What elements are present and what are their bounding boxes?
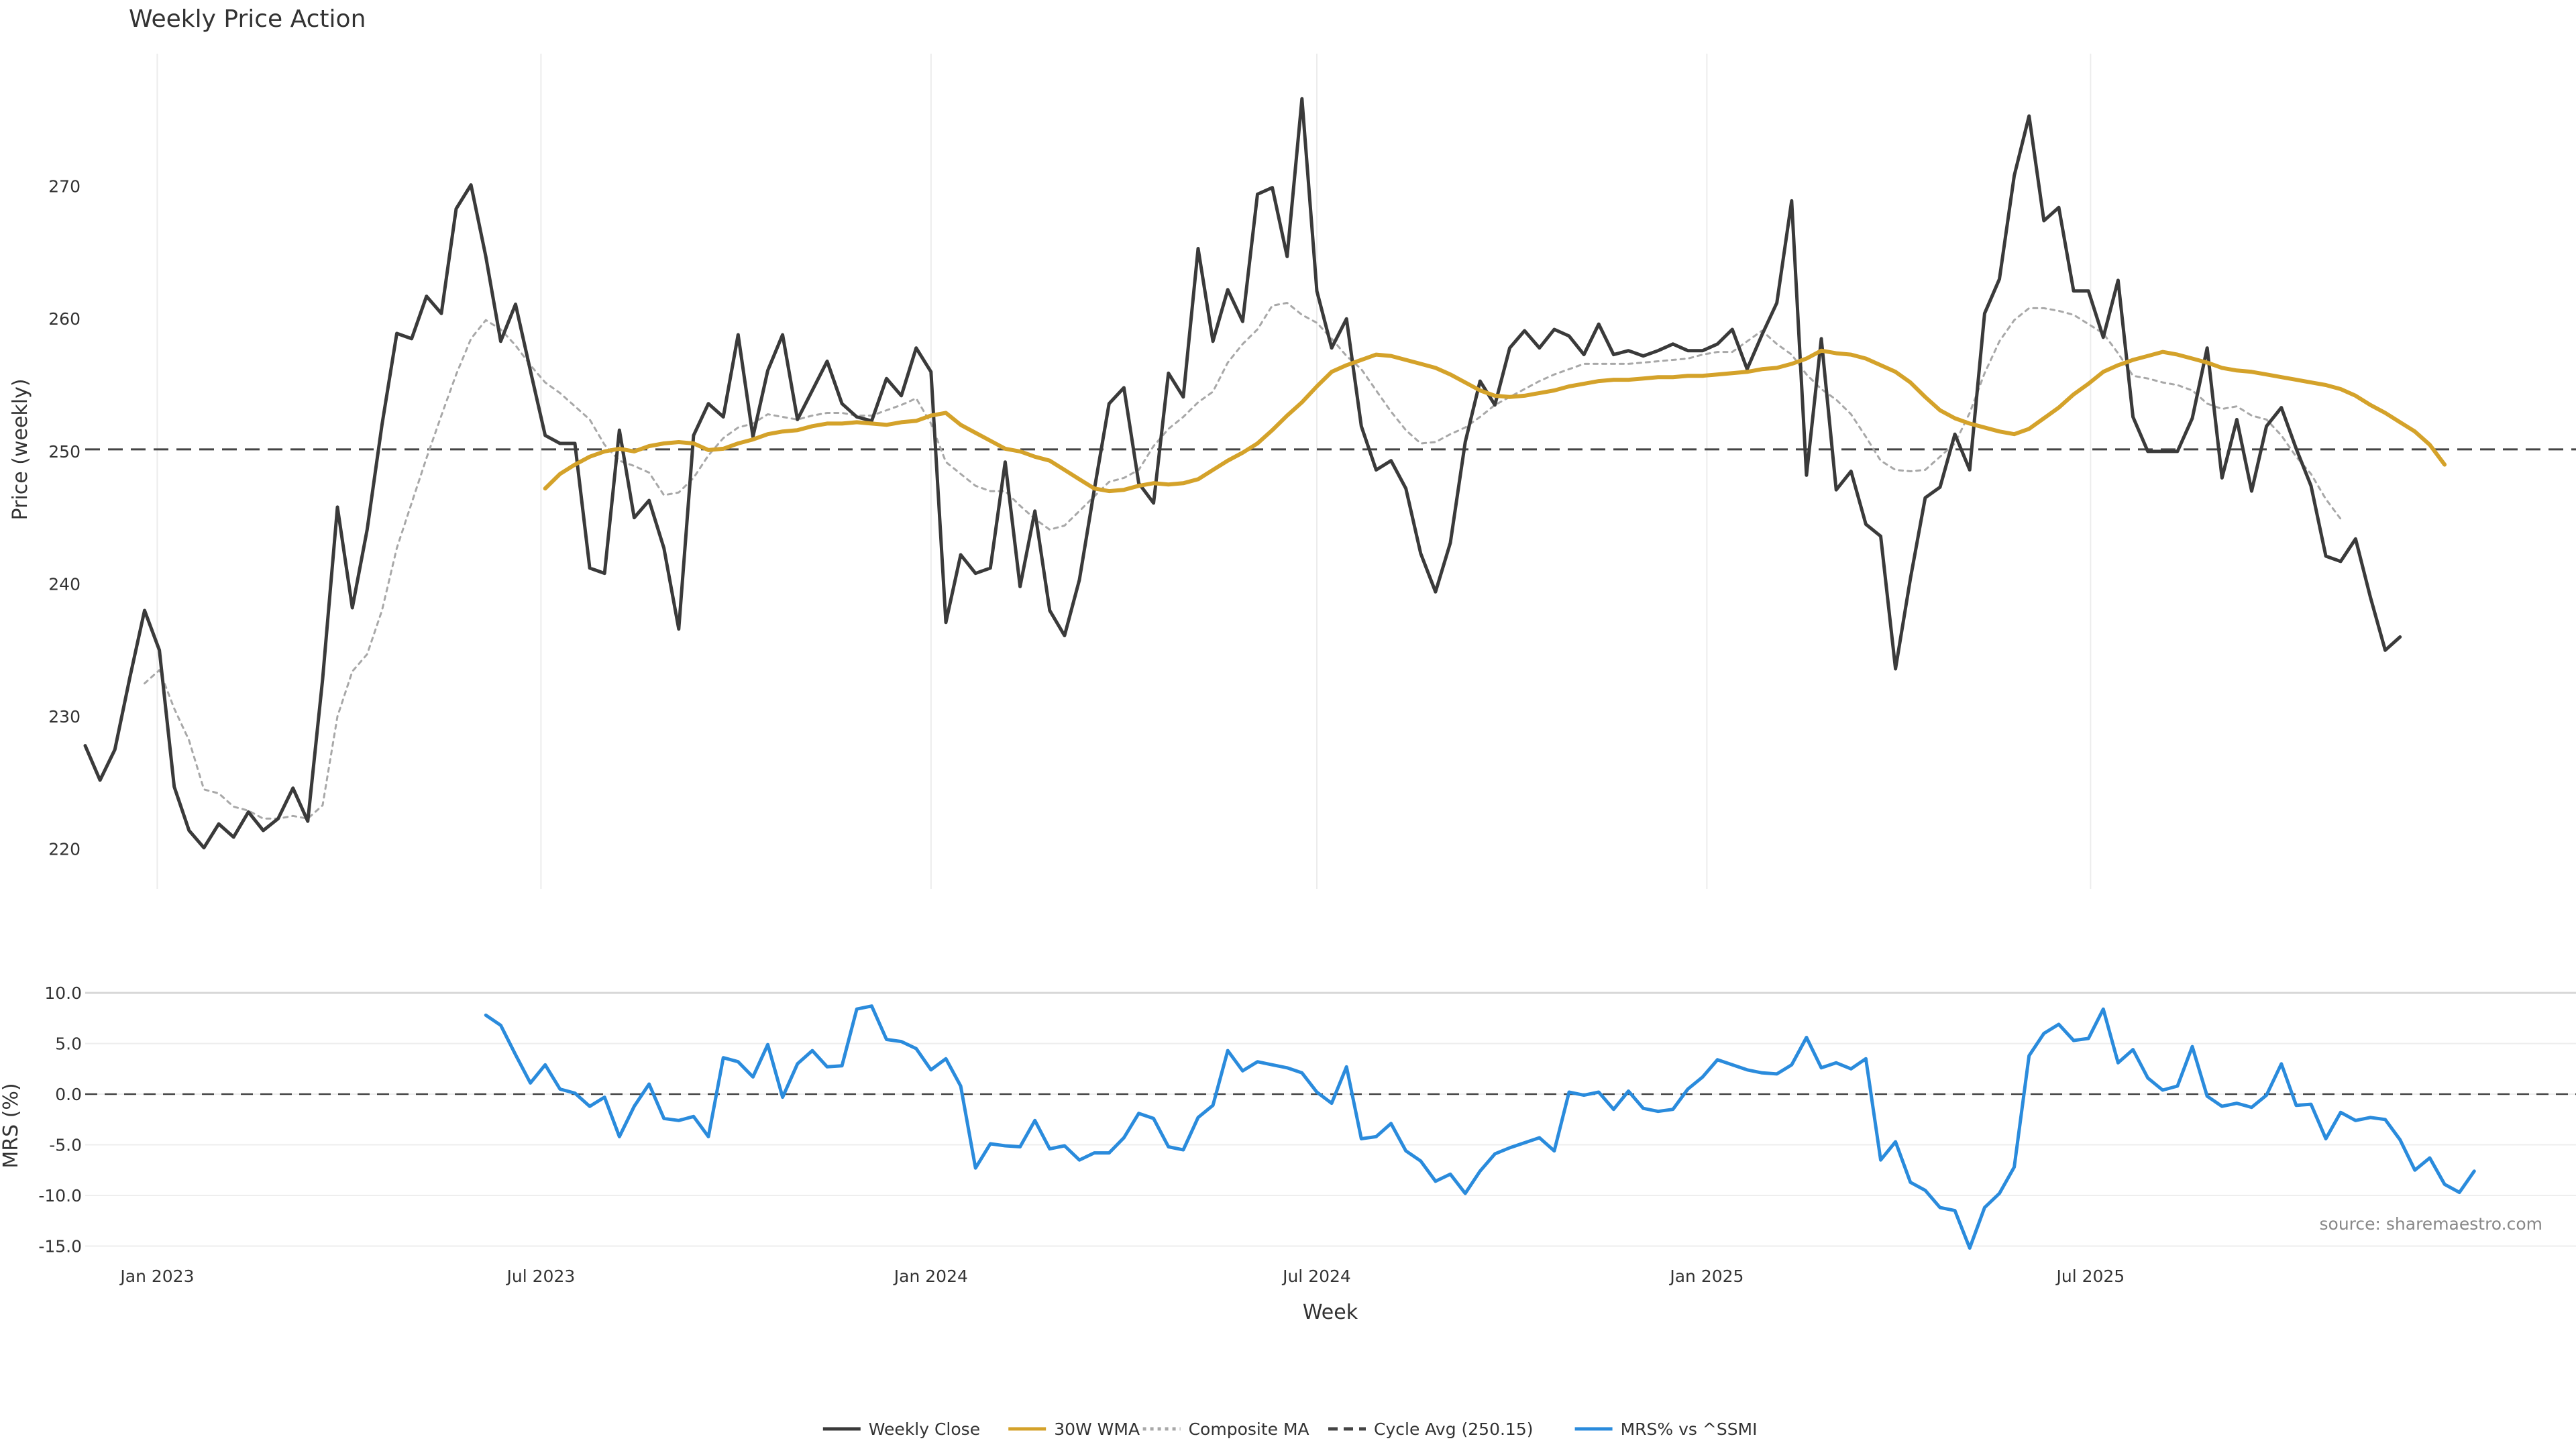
legend-label: MRS% vs ^SSMI <box>1621 1419 1758 1439</box>
price-axis-title: Price (weekly) <box>9 378 32 520</box>
series-layer <box>83 97 2576 1250</box>
mrs-tick-label: 5.0 <box>55 1034 82 1054</box>
week-axis-title: Week <box>1303 1301 1358 1324</box>
source-note: source: sharemaestro.com <box>2320 1214 2543 1234</box>
price-tick-label: 260 <box>48 309 80 329</box>
x-tick-label: Jan 2024 <box>893 1267 968 1286</box>
legend-label: Weekly Close <box>869 1419 980 1439</box>
legend-item: Composite MA <box>1142 1419 1309 1439</box>
mrs-tick-label: -10.0 <box>38 1186 82 1205</box>
chart-title: Weekly Price Action <box>129 5 366 33</box>
mrs-tick-label: -15.0 <box>38 1236 82 1256</box>
legend-item: Cycle Avg (250.15) <box>1328 1419 1534 1439</box>
price-tick-label: 230 <box>48 707 80 727</box>
legend-label: 30W WMA <box>1054 1419 1140 1439</box>
legend-item: Weekly Close <box>822 1419 980 1439</box>
legend-label: Cycle Avg (250.15) <box>1374 1419 1534 1439</box>
wma-30w-line <box>543 348 2447 494</box>
legend-label: Composite MA <box>1189 1419 1309 1439</box>
grid-layer <box>85 54 2576 1247</box>
x-tick-label: Jul 2024 <box>1281 1267 1351 1286</box>
x-tick-label: Jul 2025 <box>2055 1267 2125 1286</box>
price-tick-label: 220 <box>48 840 80 859</box>
price-tick-label: 270 <box>48 177 80 197</box>
mrs-tick-label: 0.0 <box>55 1085 82 1104</box>
composite-ma-line <box>144 302 2342 820</box>
mrs-line <box>484 1004 2476 1250</box>
mrs-tick-label: -5.0 <box>49 1136 82 1155</box>
x-tick-label: Jan 2023 <box>119 1267 194 1286</box>
x-tick-label: Jan 2025 <box>1668 1267 1743 1286</box>
legend-item: 30W WMA <box>1008 1419 1140 1439</box>
legend-item: MRS% vs ^SSMI <box>1574 1419 1758 1439</box>
tick-layer: 220 230 240 250 260 270 10.0 5.0 0.0 -5.0 -10.0 -15… <box>38 177 2125 1286</box>
x-tick-label: Jul 2023 <box>506 1267 576 1286</box>
legend: Weekly Close 30W WMA Composite MA Cycle Avg… <box>822 1419 1758 1439</box>
mrs-axis-title: MRS (%) <box>0 1083 23 1168</box>
mrs-tick-label: 10.0 <box>44 983 82 1003</box>
weekly-close-line <box>83 97 2402 850</box>
price-tick-label: 240 <box>48 574 80 594</box>
price-tick-label: 250 <box>48 442 80 462</box>
